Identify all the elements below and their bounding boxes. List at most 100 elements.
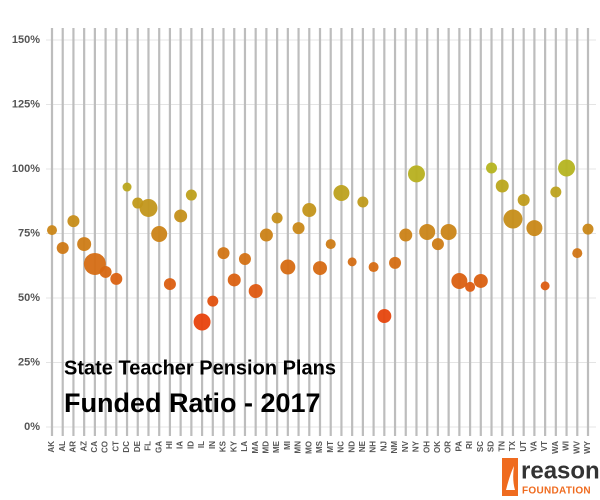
x-tick-label: SC (476, 441, 485, 452)
bubble (77, 237, 92, 252)
bubble (440, 223, 457, 240)
logo-tagline: FOUNDATION (522, 486, 591, 497)
x-tick-label: WV (572, 440, 581, 454)
x-tick-label: IL (197, 441, 206, 448)
bubble (473, 273, 488, 288)
bubble (582, 223, 594, 235)
x-tick-label: NH (369, 441, 378, 453)
x-tick-label: NE (358, 440, 367, 452)
x-tick-label: OH (422, 441, 431, 453)
grid: 0% 25% 50% 75% 100% 125% 150% AK AL AR AZ CA CO CT DC D… (12, 28, 596, 454)
bubble (431, 238, 444, 251)
x-tick-label: ND (347, 441, 356, 453)
bubble (389, 256, 402, 269)
bubble (486, 162, 498, 174)
bubble (185, 189, 197, 201)
logo-flame (506, 466, 515, 490)
bubble (540, 281, 550, 291)
chart-title: State Teacher Pension Plans (64, 357, 336, 379)
x-tick-label: VT (540, 441, 549, 451)
x-tick-label: AK (47, 441, 56, 453)
y-tick-label: 125% (12, 98, 40, 110)
x-tick-label: WI (562, 441, 571, 451)
bubble (122, 182, 132, 192)
x-tick-label: DE (133, 440, 142, 452)
bubble (558, 159, 576, 177)
bubble (174, 209, 188, 223)
x-tick-label: FL (144, 441, 153, 451)
bubble (56, 241, 69, 254)
bubble (313, 261, 327, 276)
bubble (572, 248, 583, 259)
bubble (67, 215, 80, 228)
x-tick-label: NV (401, 440, 410, 452)
x-tick-label: KY (229, 440, 238, 452)
bubble (465, 281, 476, 292)
bubble (347, 257, 357, 267)
bubble (227, 273, 241, 287)
x-tick-label: WA (551, 441, 560, 454)
x-tick-label: DC (122, 441, 131, 453)
x-tick-label: MT (326, 441, 335, 453)
bubble (271, 212, 283, 224)
bubble (259, 228, 273, 242)
x-tick-label: AZ (79, 441, 88, 452)
x-tick-label: NM (390, 441, 399, 454)
x-tick-label: OR (444, 441, 453, 453)
y-tick-label: 50% (18, 292, 40, 304)
y-tick-label: 0% (24, 421, 40, 433)
chart-subtitle: Funded Ratio - 2017 (64, 388, 321, 418)
bubble (517, 193, 530, 206)
bubble (368, 262, 379, 273)
bubble (407, 165, 425, 183)
bubble (325, 239, 336, 250)
bubble (207, 295, 219, 307)
x-tick-label: WY (583, 440, 592, 454)
x-tick-label: TN (497, 441, 506, 452)
x-tick-label: GA (154, 441, 163, 453)
bubble (280, 259, 296, 275)
bubble (217, 247, 230, 260)
bubble (333, 184, 350, 201)
x-tick-label: MD (262, 441, 271, 454)
x-tick-label: ME (272, 440, 281, 453)
bubble (503, 209, 523, 229)
x-tick-label: RI (465, 441, 474, 449)
bubble (357, 196, 369, 208)
bubble (495, 179, 509, 193)
x-tick-label: OK (433, 441, 442, 453)
x-tick-label: NC (337, 441, 346, 453)
x-tick-label: ID (186, 441, 195, 449)
x-tick-label: TX (508, 440, 517, 451)
x-tick-label: VA (530, 441, 539, 452)
bubble (47, 225, 57, 236)
bubble (193, 313, 211, 331)
bubble (110, 272, 123, 285)
x-tick-label: MS (315, 440, 324, 453)
logo: reason FOUNDATION (502, 457, 600, 497)
bubble (377, 309, 392, 324)
y-tick-label: 75% (18, 227, 40, 239)
x-tick-label: AL (58, 441, 67, 452)
logo-name: reason (521, 457, 600, 484)
x-tick-label: SD (487, 441, 496, 452)
x-tick-label: MI (283, 441, 292, 450)
x-tick-label: LA (240, 441, 249, 452)
x-tick-label: IN (208, 441, 217, 449)
y-tick-label: 150% (12, 34, 40, 46)
bubble (292, 222, 305, 235)
bubble (163, 278, 176, 291)
x-tick-label: CT (111, 441, 120, 452)
y-tick-label: 100% (12, 163, 40, 175)
x-tick-label: IA (176, 441, 185, 449)
y-tick-label: 25% (18, 356, 40, 368)
bubble (399, 228, 413, 242)
bubble (419, 223, 436, 240)
x-tick-label: AR (69, 441, 78, 453)
marks (47, 159, 594, 331)
bubble (248, 284, 263, 299)
bubble (526, 220, 543, 237)
bubble (238, 253, 251, 266)
